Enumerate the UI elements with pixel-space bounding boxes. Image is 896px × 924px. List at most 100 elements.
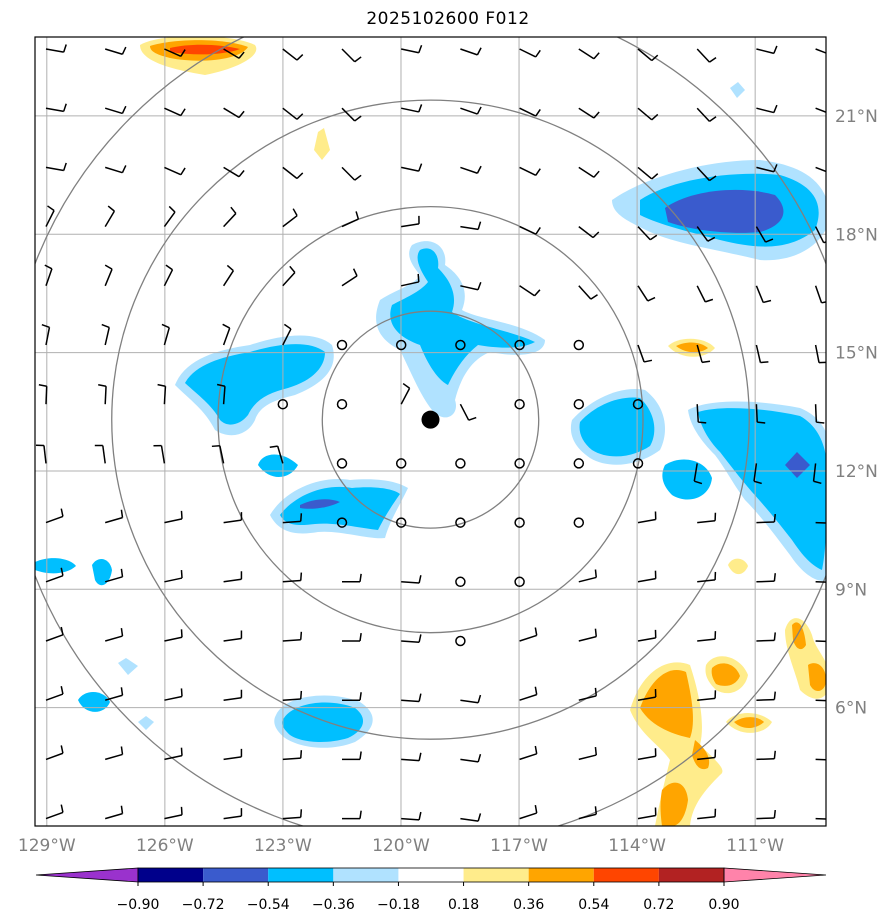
cool-anomaly-region <box>138 716 154 730</box>
wind-barb <box>45 804 64 820</box>
wind-barb <box>164 806 183 820</box>
wind-barb <box>637 629 657 642</box>
longitude-label: 114°W <box>608 836 666 856</box>
wind-barb <box>45 626 64 642</box>
wind-barb <box>696 344 711 364</box>
wind-barb <box>755 344 769 364</box>
wind-barb <box>45 567 64 583</box>
wind-barb <box>282 107 304 120</box>
wind-barb <box>164 570 183 583</box>
wind-barb <box>637 511 657 524</box>
wind-barb <box>578 569 598 583</box>
colorbar-segment <box>333 868 399 882</box>
wind-barb <box>401 163 423 172</box>
wind-barb <box>341 107 362 122</box>
cool-anomaly-region <box>185 344 325 425</box>
wind-barb <box>637 285 656 302</box>
wind-barb <box>578 107 600 119</box>
wind-barb <box>519 166 541 176</box>
colorbar-tick-label: 0.36 <box>513 897 544 913</box>
wind-barb <box>104 805 124 820</box>
wind-barb <box>163 205 176 228</box>
wind-barb <box>282 750 303 761</box>
wind-barb <box>637 570 657 583</box>
wind-barb <box>815 581 826 583</box>
wind-barb <box>697 749 717 761</box>
wind-barb <box>755 404 766 424</box>
longitude-label: 126°W <box>136 836 194 856</box>
wind-barb <box>222 323 231 346</box>
wind-barb <box>269 445 284 464</box>
wind-barb <box>578 285 598 300</box>
wind-barb <box>401 811 422 821</box>
calm-wind-circle <box>632 398 644 410</box>
wind-barb <box>637 226 658 241</box>
wind-barb <box>460 281 482 291</box>
wind-barb <box>814 404 825 424</box>
wind-barb <box>157 383 167 405</box>
wind-barb <box>578 628 598 642</box>
wind-barb <box>341 268 358 287</box>
wind-barb <box>814 285 826 304</box>
shading-layer <box>35 37 826 826</box>
wind-barb <box>696 285 714 303</box>
wind-barb <box>282 809 303 820</box>
wind-barb <box>815 166 826 173</box>
wind-barb <box>94 444 106 464</box>
wind-barb <box>101 323 110 346</box>
wind-barb <box>342 632 362 642</box>
warm-anomaly-region <box>692 740 710 770</box>
wind-barb <box>400 382 411 405</box>
wind-barb <box>282 631 303 642</box>
cool-anomaly-region <box>785 452 810 478</box>
wind-barb <box>460 165 482 174</box>
wind-barb <box>216 383 226 405</box>
wind-barb <box>756 45 778 55</box>
wind-barb <box>282 166 304 180</box>
wind-barb <box>697 631 717 642</box>
wind-barb <box>815 640 826 643</box>
warm-anomaly-region <box>314 128 330 160</box>
calm-wind-circle <box>455 576 466 588</box>
colorbar-segment <box>593 868 659 882</box>
wind-barb <box>696 166 717 182</box>
wind-barb <box>401 634 422 644</box>
wind-barb <box>341 48 362 63</box>
calm-wind-circle <box>514 398 525 410</box>
wind-barb <box>814 344 826 364</box>
wind-barb <box>519 805 538 820</box>
plot-title: 2025102600 F012 <box>366 9 530 29</box>
wind-barb <box>460 106 482 115</box>
wind-barb <box>163 264 174 287</box>
wind-barb <box>401 693 422 703</box>
wind-barb <box>282 48 304 61</box>
wind-barb <box>460 813 482 822</box>
wind-barb <box>401 575 422 584</box>
wind-barb <box>104 628 124 642</box>
wind-barb <box>342 692 362 701</box>
colorbar-segment <box>203 868 269 882</box>
wind-barb <box>223 512 243 524</box>
wind-barb <box>45 205 55 227</box>
wind-barb <box>41 323 51 346</box>
calm-wind-circle <box>336 398 348 410</box>
wind-barb <box>45 162 67 172</box>
warm-anomaly-region <box>676 342 708 353</box>
wind-barb <box>637 344 653 363</box>
longitude-label: 120°W <box>372 836 430 856</box>
wind-barb <box>696 48 717 63</box>
wind-barb <box>223 107 245 119</box>
calm-wind-circle <box>573 517 585 528</box>
wind-barb <box>45 686 64 701</box>
calm-wind-circle <box>514 517 525 528</box>
warm-anomaly-region <box>170 44 240 55</box>
calm-wind-circle <box>455 339 466 351</box>
range-rings <box>35 37 826 826</box>
wind-barb <box>223 689 243 701</box>
wind-barb <box>164 48 186 58</box>
wind-barb <box>578 166 600 178</box>
wind-barb <box>282 572 303 583</box>
wind-barb <box>342 810 362 820</box>
wind-barb <box>637 166 659 180</box>
colorbar-tick-label: 0.54 <box>578 897 609 913</box>
